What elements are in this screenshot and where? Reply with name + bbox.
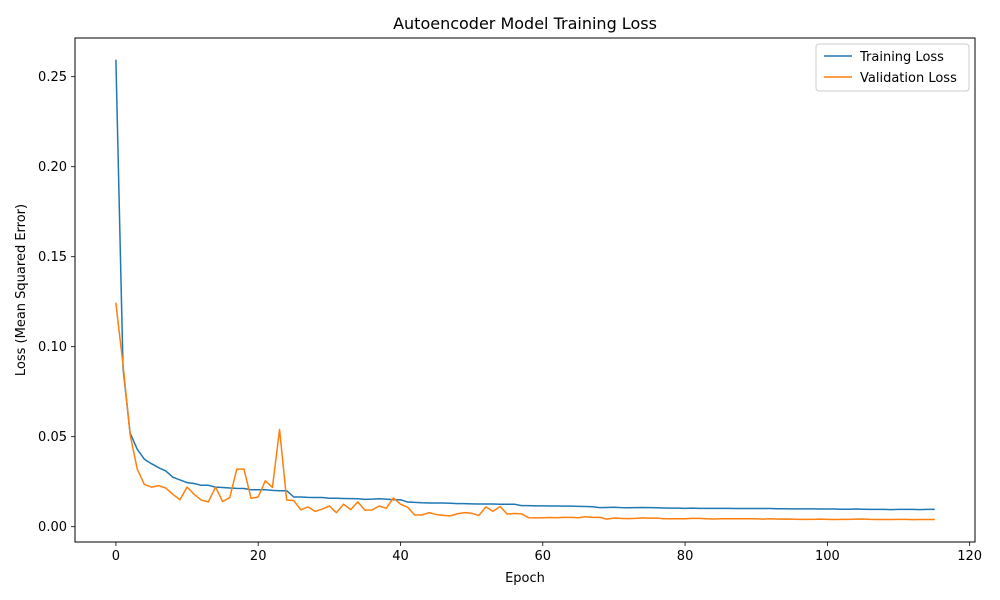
legend-label-training: Training Loss: [859, 50, 944, 65]
legend-box: [815, 43, 970, 92]
plot-area: [74, 37, 976, 543]
x-tick-label: 0: [112, 549, 120, 564]
chart-title: Autoencoder Model Training Loss: [393, 14, 657, 33]
y-tick-label: 0.05: [38, 430, 67, 445]
legend-label-validation: Validation Loss: [860, 71, 957, 86]
series-line-training-loss: [115, 59, 935, 511]
legend: Training Loss Validation Loss: [815, 43, 970, 92]
x-tick-label: 40: [392, 549, 409, 564]
x-tick-label: 80: [677, 549, 694, 564]
y-tick-label: 0.25: [38, 70, 67, 85]
y-axis-label: Loss (Mean Squared Error): [14, 204, 29, 376]
y-tick-label: 0.00: [38, 520, 67, 535]
y-axis: 0.00 0.05 0.10 0.15 0.20 0.25: [38, 70, 75, 535]
y-tick-label: 0.10: [38, 340, 67, 355]
series-layer: [115, 59, 935, 521]
axes-frame: [74, 37, 976, 543]
x-tick-label: 20: [250, 549, 267, 564]
y-tick-label: 0.15: [38, 250, 67, 265]
series-line-validation-loss: [115, 302, 935, 521]
x-tick-label: 120: [957, 549, 982, 564]
x-axis: 0 20 40 60 80 100 120: [112, 542, 982, 564]
x-tick-label: 60: [535, 549, 552, 564]
y-tick-label: 0.20: [38, 160, 67, 175]
x-axis-label: Epoch: [505, 571, 545, 586]
x-tick-label: 100: [815, 549, 840, 564]
